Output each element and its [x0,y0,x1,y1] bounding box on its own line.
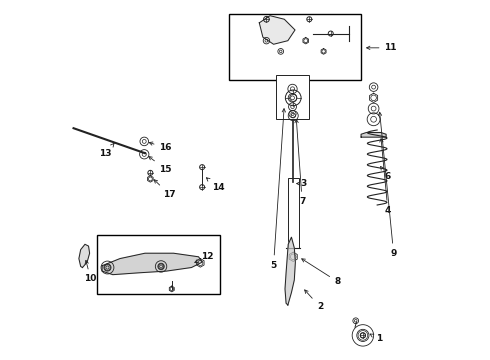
Text: 13: 13 [99,144,114,158]
Text: 12: 12 [195,252,214,262]
FancyBboxPatch shape [229,14,361,80]
Text: 9: 9 [378,112,397,258]
Text: 6: 6 [381,166,391,181]
Text: 2: 2 [305,290,323,311]
Text: 11: 11 [367,43,397,52]
Text: 10: 10 [84,260,97,283]
Text: 4: 4 [380,139,391,215]
Polygon shape [102,253,202,275]
Polygon shape [259,16,295,44]
Polygon shape [285,237,295,305]
Bar [288,178,298,248]
Text: 7: 7 [295,120,305,206]
Text: 17: 17 [154,180,175,199]
Text: 3: 3 [296,179,307,188]
Text: 5: 5 [270,109,286,270]
FancyBboxPatch shape [97,235,220,294]
Text: 14: 14 [206,178,224,192]
Text: 1: 1 [370,334,382,343]
Bar [276,75,309,119]
Polygon shape [79,244,90,267]
Polygon shape [361,132,386,137]
Text: 8: 8 [302,259,341,286]
Text: 15: 15 [148,157,172,174]
Text: 16: 16 [149,142,172,152]
